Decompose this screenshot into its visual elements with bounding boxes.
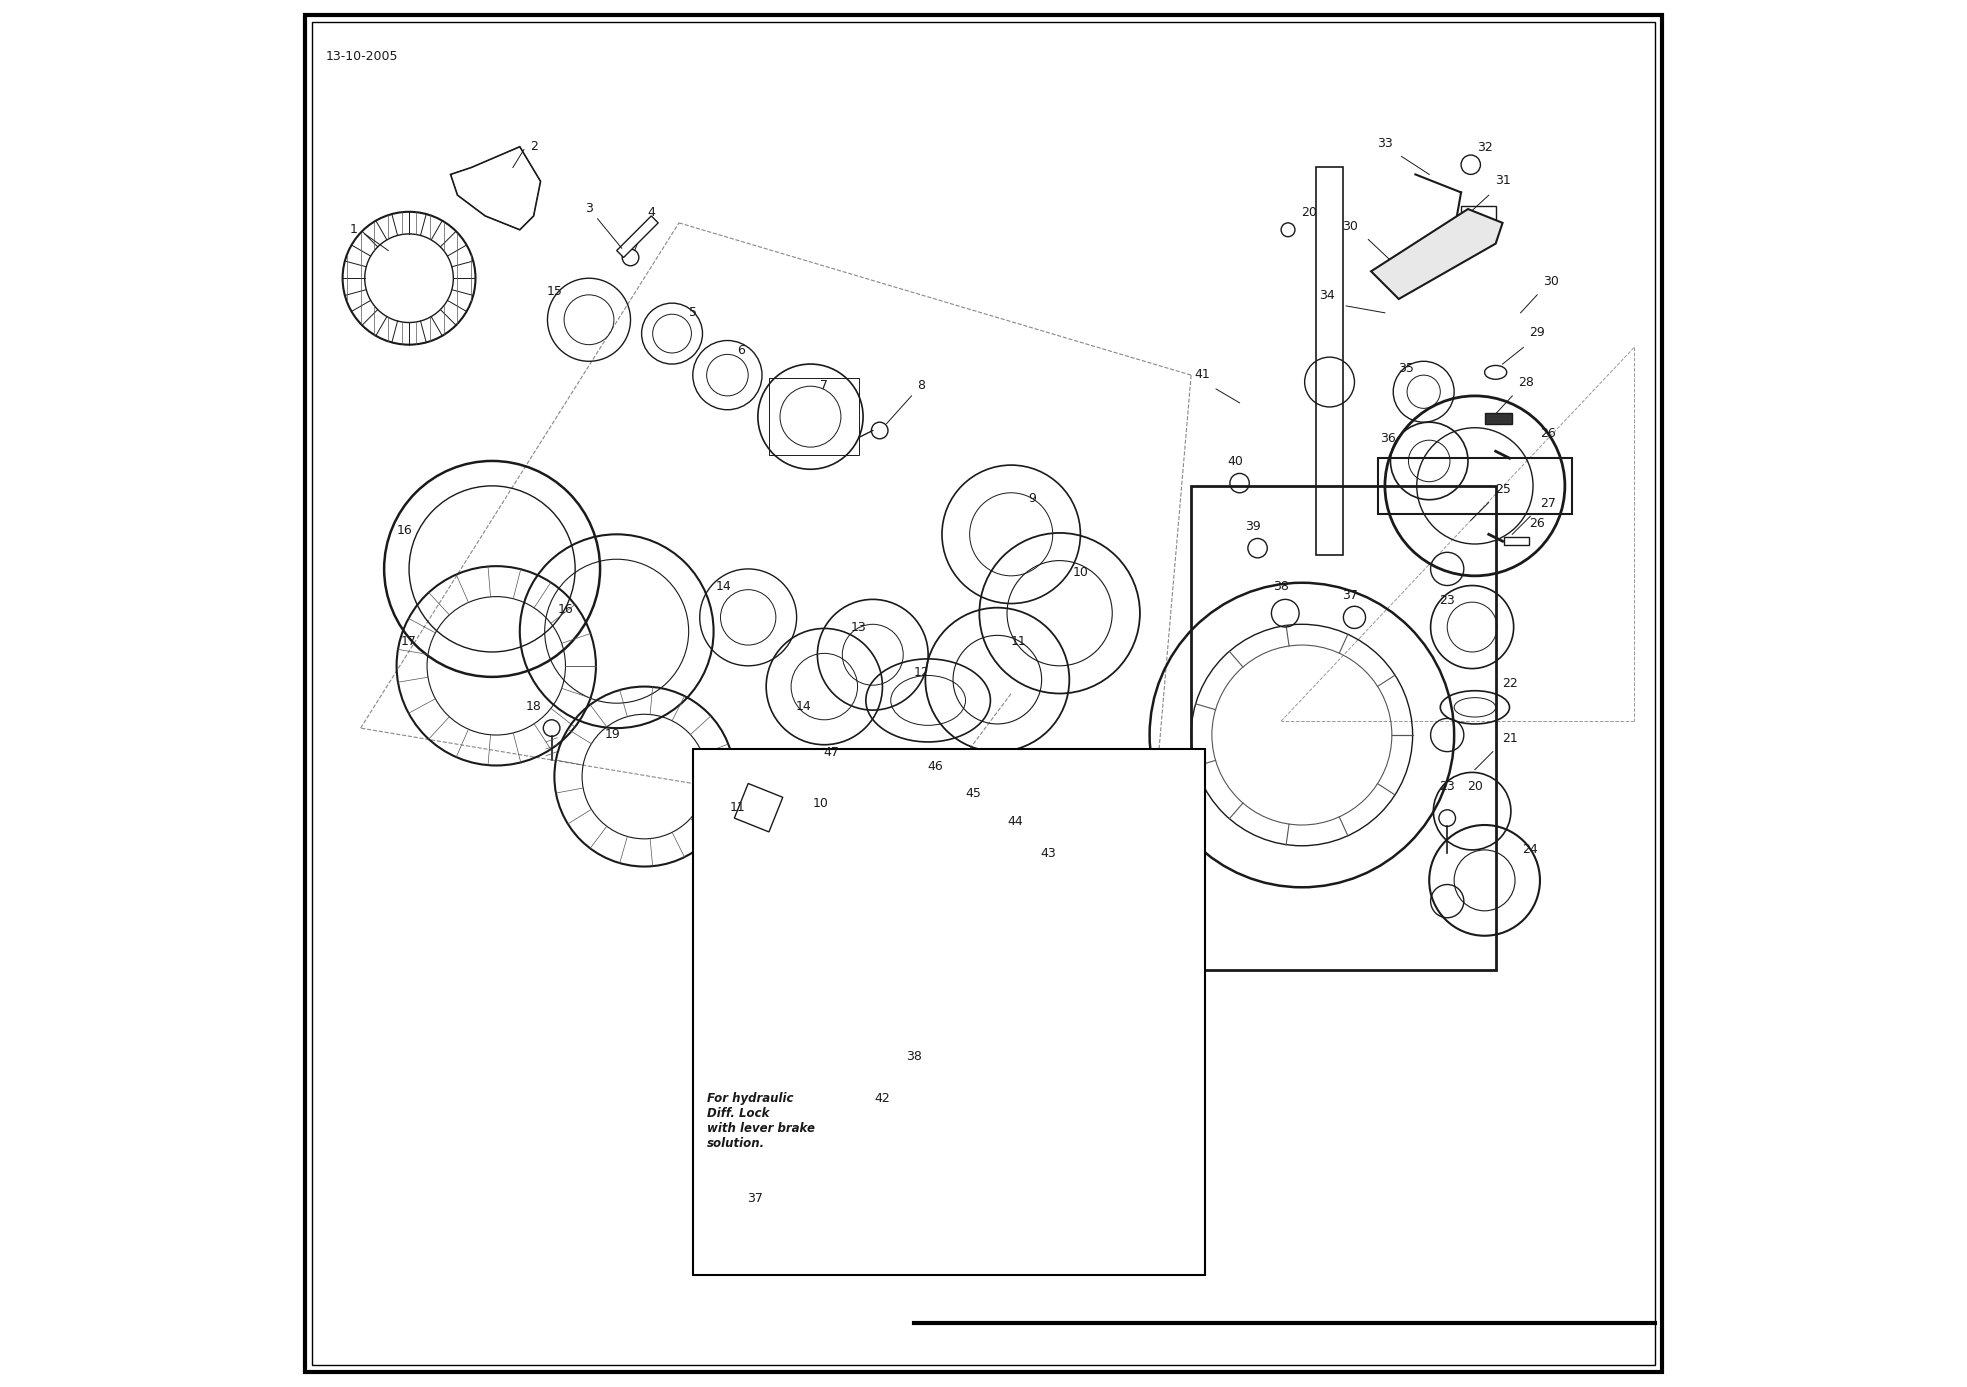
Text: 32: 32: [1477, 141, 1493, 154]
Text: 25: 25: [1495, 483, 1511, 495]
Text: 16: 16: [557, 603, 572, 616]
Text: 37: 37: [747, 1191, 763, 1204]
Text: 38: 38: [907, 1050, 923, 1064]
Text: 36: 36: [1379, 431, 1395, 445]
Text: 14: 14: [797, 700, 812, 713]
Text: 26: 26: [1528, 517, 1544, 530]
Text: For hydraulic
Diff. Lock
with lever brake
solution.: For hydraulic Diff. Lock with lever brak…: [706, 1093, 814, 1150]
Text: 14: 14: [716, 580, 732, 592]
Text: 12: 12: [913, 666, 928, 678]
Text: 3: 3: [584, 201, 622, 248]
Text: 45: 45: [966, 788, 982, 800]
Text: 34: 34: [1320, 288, 1336, 302]
Text: 8: 8: [917, 379, 924, 393]
Text: 21: 21: [1501, 732, 1517, 745]
Text: 40: 40: [1227, 455, 1243, 467]
Text: 30: 30: [1542, 275, 1560, 288]
Text: 31: 31: [1495, 175, 1511, 187]
Text: 44: 44: [1007, 816, 1023, 828]
Text: 11: 11: [730, 802, 745, 814]
Text: 26: 26: [1540, 427, 1556, 441]
Text: 15: 15: [547, 284, 563, 298]
Text: 42: 42: [875, 1092, 891, 1105]
Text: 37: 37: [1341, 589, 1359, 602]
Text: 1: 1: [350, 223, 358, 236]
Bar: [1316, 168, 1343, 555]
Text: 16: 16: [397, 524, 413, 537]
Text: 39: 39: [1245, 520, 1261, 533]
Text: 23: 23: [1440, 594, 1456, 606]
Text: 24: 24: [1522, 843, 1538, 856]
Bar: [1379, 458, 1572, 513]
Text: 11: 11: [1011, 635, 1027, 648]
Text: 38: 38: [1273, 580, 1288, 592]
Bar: [1485, 412, 1513, 423]
Text: 19: 19: [604, 728, 620, 741]
Text: 17: 17: [401, 635, 417, 648]
Bar: [1192, 485, 1495, 971]
Text: 46: 46: [926, 760, 942, 773]
Text: 43: 43: [1041, 847, 1056, 860]
Text: 47: 47: [824, 746, 840, 759]
Text: 22: 22: [1501, 677, 1517, 689]
Polygon shape: [618, 216, 659, 258]
Polygon shape: [1371, 209, 1503, 300]
Text: 4: 4: [647, 205, 655, 219]
Text: 7: 7: [820, 379, 828, 393]
Text: 2: 2: [529, 140, 537, 153]
Text: 13: 13: [852, 621, 867, 634]
Text: 23: 23: [1440, 781, 1456, 793]
Text: 13-10-2005: 13-10-2005: [327, 50, 399, 62]
Text: 41: 41: [1194, 368, 1210, 381]
Bar: [1461, 207, 1495, 223]
Text: 18: 18: [525, 700, 541, 713]
Text: 5: 5: [688, 305, 696, 319]
Text: 28: 28: [1519, 376, 1534, 390]
Text: 27: 27: [1540, 497, 1556, 509]
Bar: [692, 749, 1206, 1275]
Bar: [1505, 537, 1528, 545]
Text: 29: 29: [1528, 326, 1544, 340]
Text: 20: 20: [1467, 781, 1483, 793]
Text: 20: 20: [1300, 205, 1316, 219]
Text: 9: 9: [1029, 492, 1037, 505]
Text: 30: 30: [1341, 219, 1359, 233]
Text: 6: 6: [738, 344, 745, 358]
Text: 33: 33: [1377, 137, 1393, 150]
Text: 10: 10: [1072, 566, 1088, 578]
Text: 10: 10: [812, 798, 828, 810]
Bar: [769, 377, 860, 455]
Text: 35: 35: [1399, 362, 1414, 376]
